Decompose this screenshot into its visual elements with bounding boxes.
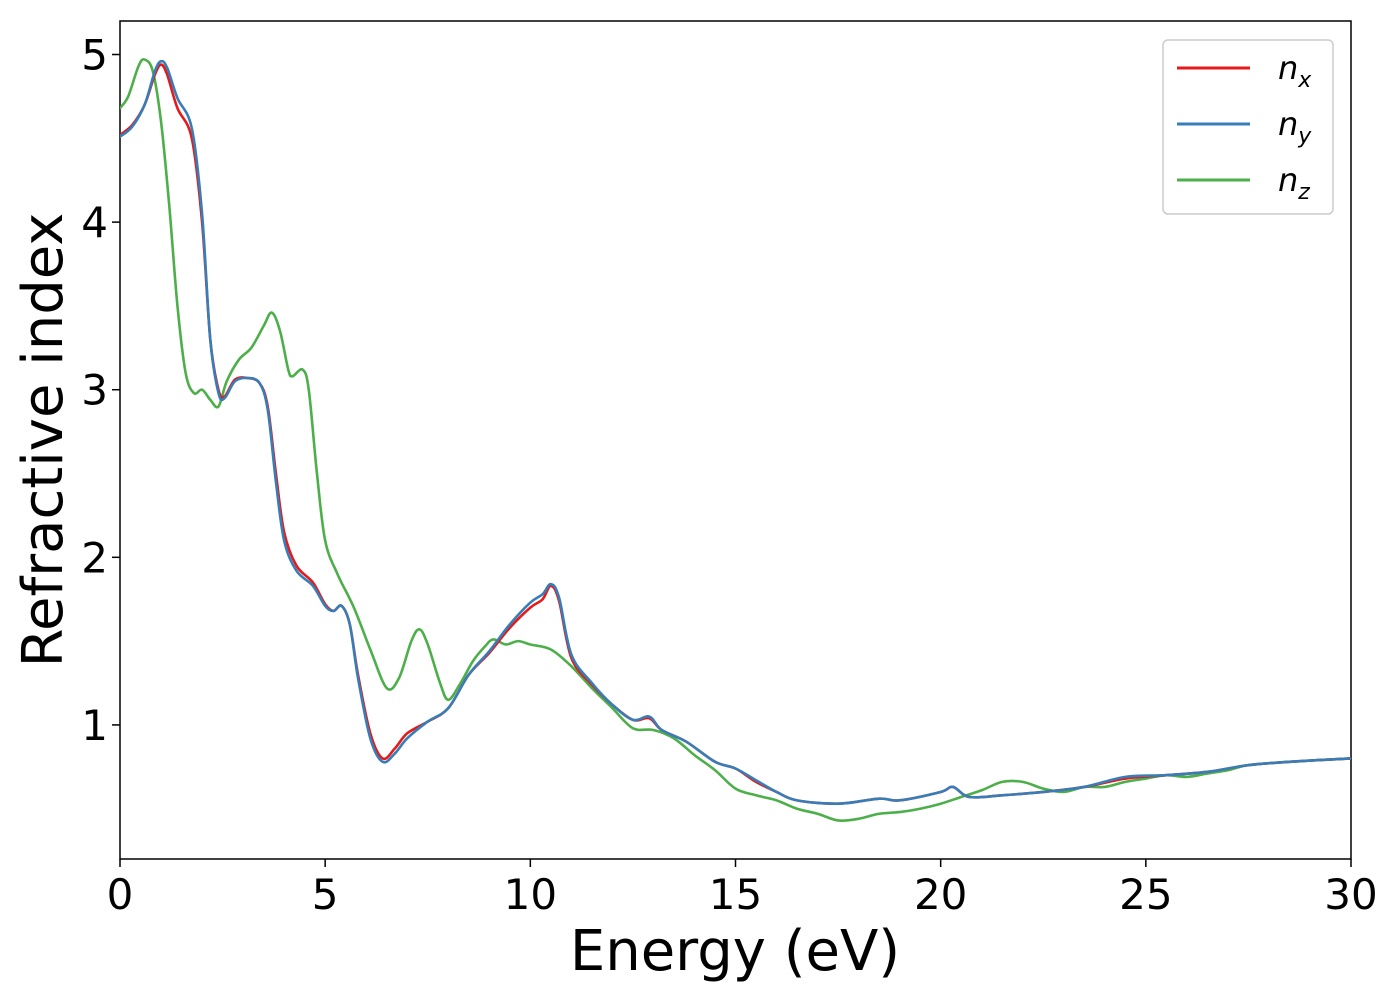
plot-frame: [119, 20, 1352, 860]
legend-label-x: nx: [1278, 49, 1312, 93]
legend-label-sub: z: [1297, 180, 1310, 205]
x-tick-label: 0: [107, 870, 134, 919]
x-axis-label: Energy (eV): [570, 919, 900, 984]
legend-label-main: n: [1278, 105, 1298, 143]
legend-label-y: ny: [1278, 105, 1312, 149]
x-tick-label: 15: [709, 870, 762, 919]
x-tick-label: 10: [504, 870, 557, 919]
x-tick-label: 5: [312, 870, 339, 919]
x-tick-label: 20: [914, 870, 967, 919]
series-line-y: [120, 59, 1351, 806]
plot-area: [119, 20, 1352, 860]
x-tick-label: 30: [1324, 870, 1377, 919]
y-tick-label: 3: [81, 366, 108, 415]
legend-label-sub: y: [1297, 124, 1312, 149]
x-axis-ticks: 0 5 10 15 20 25 30: [107, 859, 1378, 919]
y-axis-label: Refractive index: [11, 213, 76, 668]
series-line-z: [120, 58, 1351, 822]
y-tick-label: 2: [81, 533, 108, 582]
legend-label-z: nz: [1278, 161, 1310, 205]
y-tick-label: 5: [81, 31, 108, 80]
legend-label-sub: x: [1297, 68, 1312, 93]
x-tick-label: 25: [1119, 870, 1172, 919]
y-tick-label: 4: [81, 198, 108, 247]
y-axis-ticks: 1 2 3 4 5: [81, 31, 120, 750]
y-tick-label: 1: [81, 701, 108, 750]
legend-box: [1162, 39, 1334, 215]
legend-label-main: n: [1278, 49, 1298, 87]
series-layer: [120, 58, 1351, 822]
legend-label-main: n: [1278, 161, 1298, 199]
